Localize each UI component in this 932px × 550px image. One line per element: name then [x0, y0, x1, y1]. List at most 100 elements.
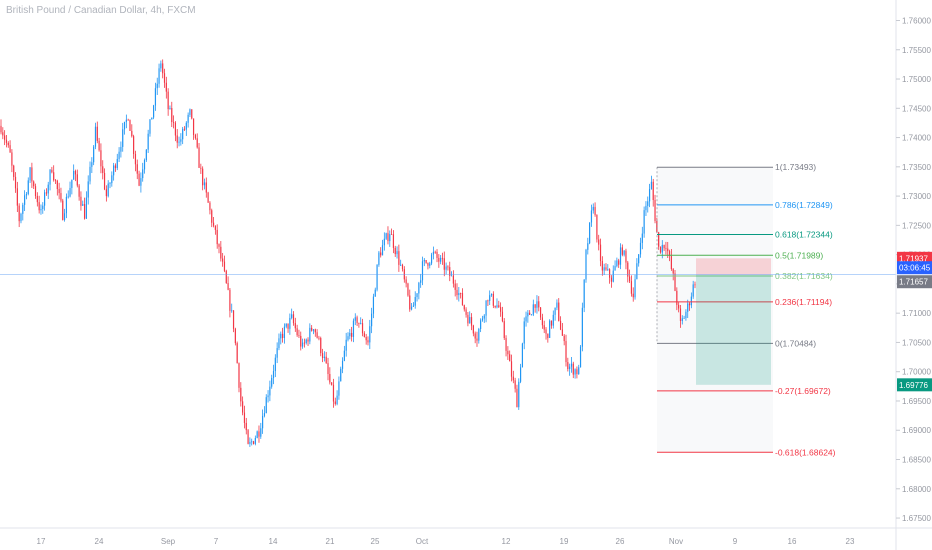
- candle-body: [489, 295, 491, 301]
- candle-body: [85, 197, 87, 219]
- candle-body: [500, 307, 502, 312]
- candle-body: [171, 108, 173, 123]
- price-axis[interactable]: 1.76000 1.75500 1.75000 1.74500 1.74000 1.735…: [895, 0, 931, 550]
- candle-body: [336, 395, 338, 404]
- candle-body: [200, 167, 202, 169]
- candle-body: [636, 263, 638, 280]
- candle-body: [661, 245, 663, 253]
- candle-body: [570, 363, 573, 367]
- candle-body: [24, 195, 26, 205]
- candle-body: [665, 248, 667, 249]
- candle-body: [652, 181, 654, 201]
- candle-body: [20, 213, 22, 222]
- fib-level-label: 0.618(1.72344): [775, 229, 833, 239]
- candle-body: [76, 174, 78, 186]
- candle-body: [33, 181, 35, 187]
- candle-body: [280, 333, 282, 339]
- candle-body: [643, 210, 645, 234]
- candle-body: [376, 264, 378, 290]
- candle-body: [425, 259, 427, 263]
- candle-body: [461, 293, 464, 306]
- time-axis[interactable]: 17 24 Sep 7 14 21 25 Oct 12 19 26 Nov 9 16 23: [0, 527, 932, 546]
- candle-body: [663, 245, 665, 249]
- candle-body: [340, 368, 342, 382]
- price-label: 1.69776: [899, 381, 928, 390]
- take-profit-zone: [696, 274, 771, 385]
- candle-body: [534, 304, 536, 308]
- short-position-tool[interactable]: [696, 258, 771, 385]
- candle-body: [694, 284, 696, 286]
- candle-body: [552, 314, 554, 326]
- candle-body: [523, 321, 525, 344]
- candle-body: [654, 200, 656, 221]
- candle-body: [361, 323, 364, 334]
- candle-body: [272, 370, 275, 378]
- candle-body: [345, 339, 347, 351]
- fibonacci-area: [657, 167, 773, 453]
- candle-body: [143, 159, 146, 170]
- candle-body: [27, 180, 29, 194]
- candle-body: [160, 63, 162, 69]
- candle-body: [614, 266, 616, 271]
- candle-body: [409, 295, 411, 310]
- candle-body: [311, 327, 313, 331]
- candle-body: [587, 243, 589, 250]
- candle-body: [329, 374, 331, 383]
- candle-body: [445, 266, 447, 270]
- candle-body: [549, 320, 551, 338]
- candle-body: [601, 261, 603, 271]
- candle-body: [256, 431, 258, 438]
- candle-body: [634, 279, 636, 298]
- candle-body: [541, 317, 543, 326]
- candle-body: [29, 167, 31, 181]
- candle-body: [153, 105, 155, 118]
- fib-level-label: 1(1.73493): [775, 162, 816, 172]
- candle-body: [331, 382, 333, 385]
- candle-body: [667, 248, 669, 252]
- candle-body: [594, 206, 596, 215]
- price-tick-label: 1.70000: [902, 368, 931, 377]
- candle-body: [527, 312, 529, 317]
- candle-body: [659, 246, 662, 253]
- price-tick-label: 1.67500: [902, 514, 931, 523]
- candle-body: [470, 317, 473, 326]
- candle-body: [134, 153, 137, 165]
- time-tick-label: 19: [560, 537, 569, 546]
- candle-body: [450, 275, 453, 277]
- candle-body: [247, 430, 249, 444]
- candle-body: [347, 336, 349, 340]
- candle-body: [51, 169, 53, 173]
- candle-body: [510, 361, 513, 377]
- candle-body: [294, 323, 296, 329]
- candle-body: [343, 350, 345, 361]
- candle-body: [185, 122, 187, 130]
- candle-body: [434, 251, 436, 253]
- candle-body: [131, 130, 133, 137]
- candle-body: [585, 249, 587, 280]
- candle-body: [271, 377, 273, 387]
- candle-body: [494, 305, 496, 308]
- time-tick-label: 24: [95, 537, 104, 546]
- candle-body: [581, 307, 583, 347]
- time-tick-label: 12: [502, 537, 511, 546]
- candle-body: [481, 318, 484, 321]
- candle-body: [454, 283, 456, 290]
- candle-body: [392, 234, 395, 248]
- candle-body: [351, 332, 353, 337]
- candle-body: [207, 192, 209, 203]
- candle-body: [378, 252, 380, 265]
- candle-body: [309, 327, 311, 342]
- candle-body: [619, 247, 622, 265]
- candle-body: [292, 314, 295, 324]
- candle-body: [227, 283, 229, 290]
- candle-body: [579, 346, 582, 368]
- candle-body: [22, 204, 24, 214]
- candle-body: [530, 314, 533, 316]
- candle-body: [296, 328, 298, 336]
- candle-body: [503, 321, 505, 339]
- candle-body: [62, 200, 64, 220]
- candle-body: [598, 239, 600, 245]
- candle-body: [0, 125, 2, 133]
- fibonacci-retracement[interactable]: 1(1.73493) 0.786(1.72849) 0.618(1.72344) 0.…: [656, 162, 836, 457]
